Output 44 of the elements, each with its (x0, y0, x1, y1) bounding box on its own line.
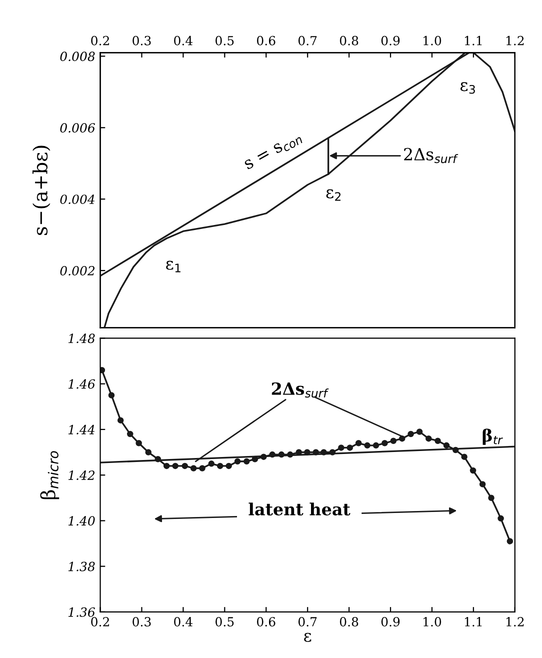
x-tick-label: 0.4 (174, 617, 193, 626)
annotation: 2Δs$_{surf}$ (272, 382, 329, 398)
y-tick-label: 1.46 (68, 379, 95, 389)
x-tick-label: 0.3 (132, 617, 151, 626)
y-tick-label: 1.44 (68, 424, 94, 434)
y-tick-label: 1.38 (68, 562, 95, 572)
y-tick-label: 0.006 (60, 123, 95, 133)
x2-tick-label: 0.4 (174, 36, 193, 46)
annotation: ε$_{2}$ (326, 189, 341, 201)
y-tick-label: 1.48 (68, 334, 95, 344)
y-tick-label: 1.42 (68, 470, 95, 480)
y-tick-label: 0.008 (60, 52, 95, 62)
x2-tick-label: 0.5 (216, 36, 234, 46)
annotation: latent heat (248, 502, 350, 516)
x-axis-title: ε (304, 632, 312, 642)
x2-tick-label: 0.2 (91, 36, 109, 46)
x-tick-label: 1.1 (465, 617, 482, 626)
x2-tick-label: 1.1 (465, 36, 482, 46)
y-tick-label: 0.004 (60, 194, 94, 204)
annotation: ε$_{1}$ (166, 260, 180, 272)
x2-tick-label: 1.0 (424, 36, 442, 46)
y-axis-title: s−(a+bε) (32, 146, 50, 235)
x2-tick-label: 0.6 (257, 36, 276, 46)
x-tick-label: 1.0 (424, 617, 442, 626)
y-tick-label: 0.002 (60, 266, 95, 276)
y-tick-label: 1.36 (68, 607, 95, 617)
x-tick-label: 0.5 (216, 617, 234, 626)
y-tick-label: 1.40 (68, 516, 95, 526)
y-axis-title: β$_{micro}$ (40, 451, 60, 500)
x-tick-label: 1.2 (506, 617, 524, 626)
x-tick-label: 0.2 (91, 617, 109, 626)
annotation: β$_{tr}$ (482, 428, 503, 445)
annotation: 2Δs$_{surf}$ (404, 148, 458, 164)
x-tick-label: 0.9 (381, 617, 400, 626)
x2-tick-label: 0.7 (298, 36, 317, 46)
annotation: ε$_{3}$ (460, 82, 475, 94)
x-tick-label: 0.6 (257, 617, 276, 626)
x2-tick-label: 1.2 (506, 36, 524, 46)
x-tick-label: 0.7 (298, 617, 317, 626)
x2-tick-label: 0.9 (381, 36, 400, 46)
annotation: s = s$_{con}$ (244, 132, 304, 172)
x-tick-label: 0.8 (340, 617, 358, 626)
x2-tick-label: 0.3 (132, 36, 151, 46)
x2-tick-label: 0.8 (340, 36, 358, 46)
